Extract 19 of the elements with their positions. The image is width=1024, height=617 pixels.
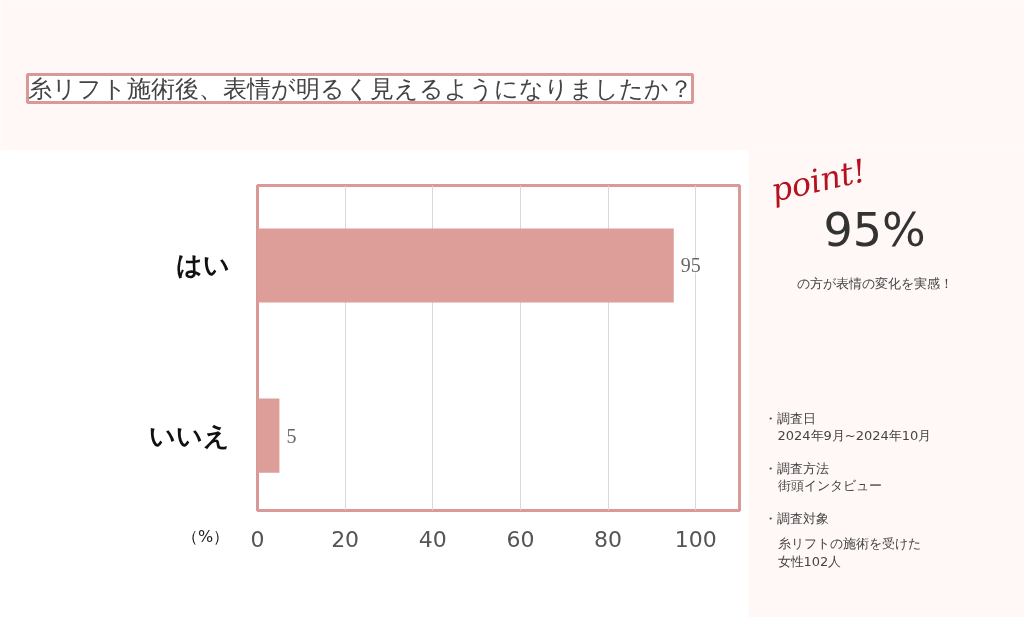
x-tick-label: 40 — [418, 526, 447, 552]
text: ・調査方法 — [763, 461, 829, 476]
data-label: 95 — [680, 254, 701, 277]
text: 2024年9月~2024年10月 — [777, 428, 932, 443]
text: 街頭インタビュー — [777, 478, 882, 493]
y-tick-label: いいえ — [148, 420, 230, 451]
x-tick-label: 0 — [250, 526, 265, 552]
x-tick-label: 100 — [674, 526, 717, 552]
x-axis-title: （%） — [181, 527, 230, 546]
x-tick-label: 20 — [331, 526, 360, 552]
text: ・調査日 — [763, 411, 816, 426]
chart-title: 糸リフト施術後、表情が明るく見えるようになりましたか？ — [27, 74, 693, 103]
text: ・調査対象 — [763, 511, 829, 526]
y-tick-label: はい — [175, 250, 230, 281]
text: 糸リフトの施術を受けた女性102人 — [777, 535, 921, 570]
data-label: 5 — [286, 424, 297, 447]
x-tick-label: 80 — [594, 526, 623, 552]
x-tick-label: 60 — [506, 526, 535, 552]
text: の方が表情の変化を実感！ — [796, 276, 953, 291]
